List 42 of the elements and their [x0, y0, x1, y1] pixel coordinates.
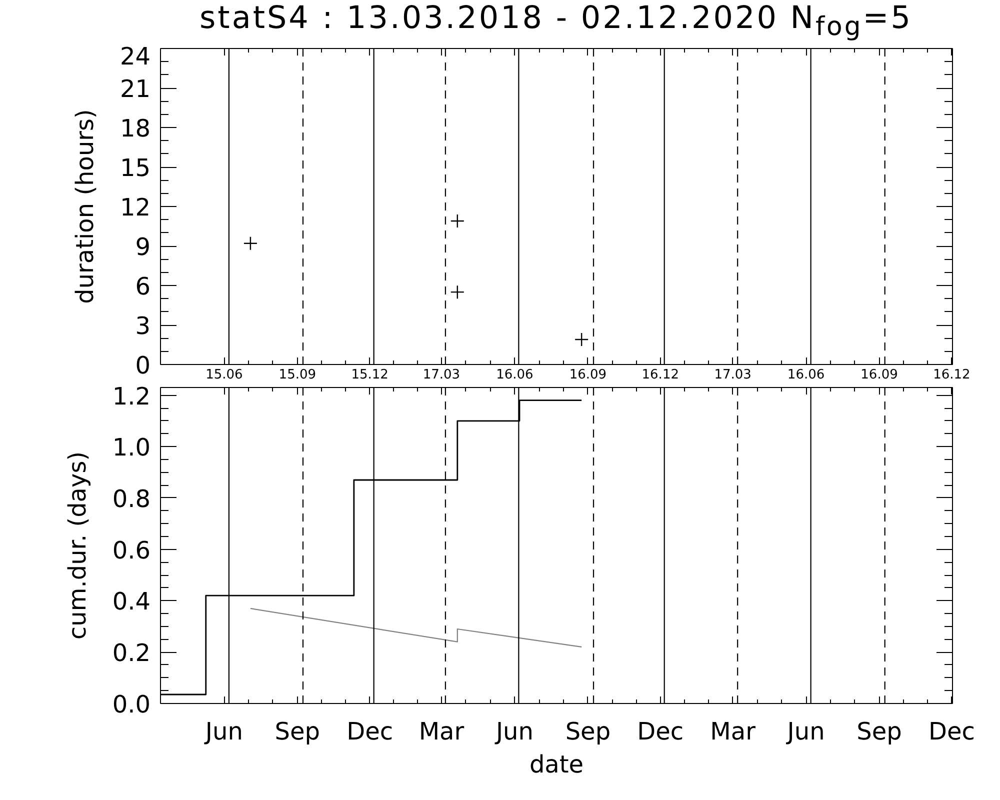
x-tick-label: Mar: [710, 718, 756, 746]
y-tick-label: 0: [135, 352, 151, 380]
x-tick-label: Sep: [274, 718, 320, 746]
x-axis-title: date: [529, 750, 584, 778]
y-tick-label: 21: [120, 75, 151, 103]
y-axis-title: cum.dur. (days): [63, 451, 92, 640]
x-tick-label: 17.03: [422, 368, 460, 382]
x-tick-label: Sep: [856, 718, 902, 746]
x-tick-label: Jun: [203, 718, 243, 746]
x-tick-label: Dec: [928, 718, 975, 746]
y-tick-label: 1.2: [112, 382, 151, 410]
x-tick-label: 16.12: [933, 368, 970, 382]
x-tick-label: Dec: [346, 718, 394, 746]
x-tick-label: Jun: [494, 718, 534, 746]
x-tick-label: Mar: [418, 718, 464, 746]
x-tick-label: 16.06: [496, 368, 534, 382]
y-tick-label: 0.0: [112, 690, 151, 718]
x-tick-label: 16.12: [642, 368, 679, 382]
y-tick-label: 6: [135, 272, 151, 300]
x-tick-label: 16.09: [569, 368, 607, 382]
x-tick-label: Dec: [637, 718, 684, 746]
y-tick-label: 0.8: [112, 484, 151, 513]
chart-title: statS4 : 13.03.2018 - 02.12.2020 N$_{fog}$=5: [200, 0, 912, 42]
x-tick-label: 15.06: [206, 368, 243, 382]
x-tick-label: 16.06: [787, 368, 825, 382]
x-tick-label: 15.09: [278, 368, 316, 382]
y-tick-label: 0.6: [112, 536, 151, 564]
y-tick-label: 24: [120, 42, 151, 70]
x-tick-label: 16.09: [860, 368, 898, 382]
x-tick-label: 17.03: [714, 368, 752, 382]
x-tick-label: Sep: [565, 718, 611, 746]
y-tick-label: 3: [135, 312, 151, 340]
y-tick-label: 1.0: [112, 434, 151, 462]
y-tick-label: 0.4: [112, 588, 151, 616]
y-tick-label: 0.2: [112, 639, 151, 668]
x-tick-label: Jun: [785, 718, 825, 746]
y-tick-label: 9: [135, 233, 151, 261]
y-axis-title: duration (hours): [70, 109, 99, 304]
y-tick-label: 12: [120, 194, 151, 222]
y-tick-label: 18: [120, 114, 151, 142]
y-tick-label: 15: [120, 154, 151, 182]
x-tick-label: 15.12: [351, 368, 388, 382]
